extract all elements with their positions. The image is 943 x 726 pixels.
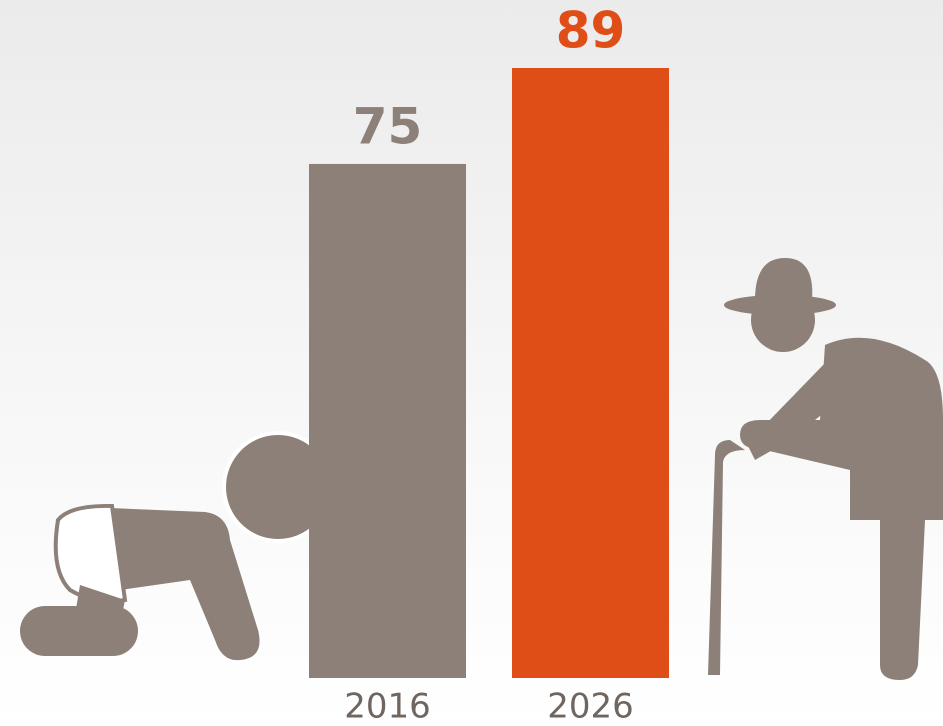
value-label: 75 (353, 97, 423, 155)
baby-icon (20, 431, 334, 661)
old-man-icon (708, 258, 943, 680)
bar (309, 163, 466, 678)
x-tick-label: 2026 (547, 687, 634, 726)
x-tick-label: 2016 (344, 687, 431, 726)
value-label: 89 (556, 2, 626, 60)
bar (512, 68, 669, 678)
